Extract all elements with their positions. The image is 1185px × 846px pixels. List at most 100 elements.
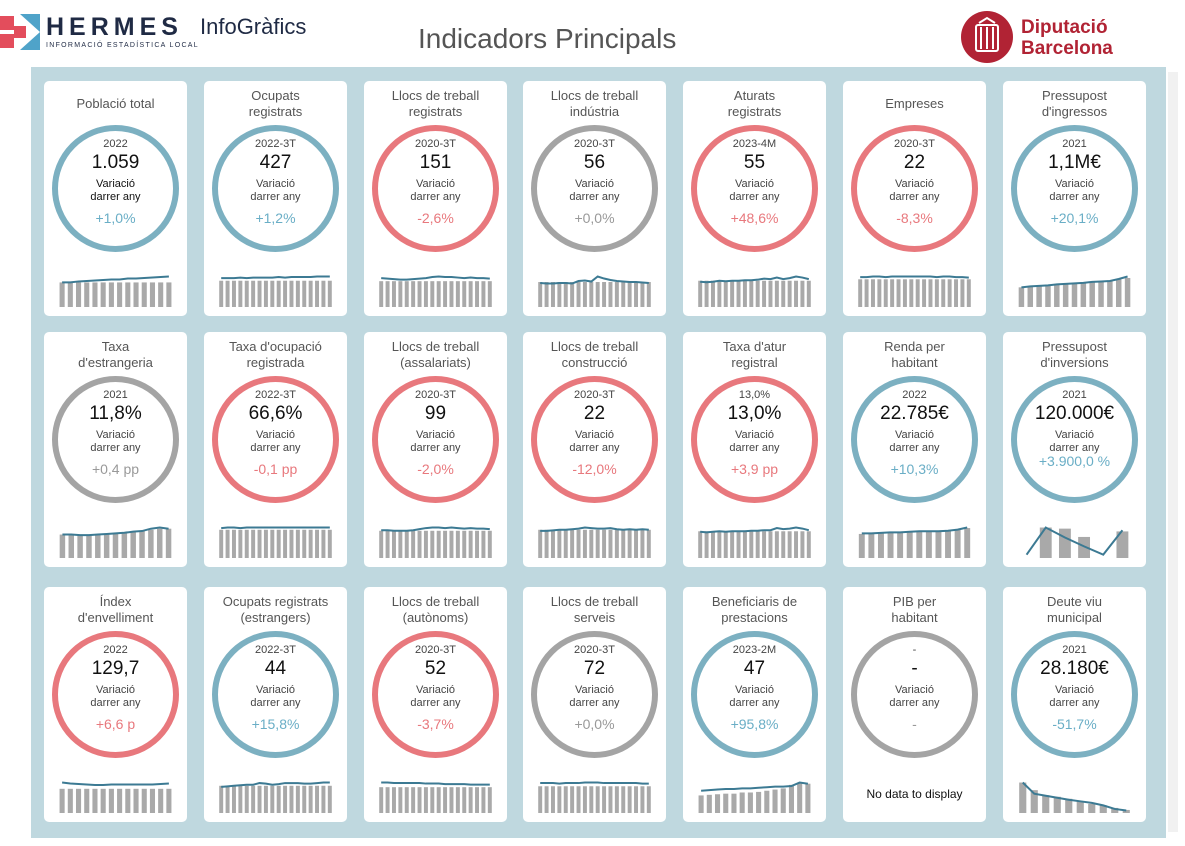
card-value: 1,1M€ [1048,152,1101,173]
card-title: Deute viu municipal [1003,593,1146,627]
header: HERMES INFORMACIÓ ESTADÍSTICA LOCAL Info… [0,0,1185,66]
indicator-card[interactable]: Ocupats registrats (estrangers) 2022-3T … [204,587,347,822]
sparkline-bar [276,280,281,307]
indicator-card[interactable]: Llocs de treball construcció 2020-3T 22 … [523,332,666,567]
sparkline-chart [858,275,971,307]
indicator-card[interactable]: Deute viu municipal 2021 28.180€ Variaci… [1003,587,1146,822]
sparkline-chart [379,275,492,307]
sparkline-bar [595,529,600,558]
indicator-card[interactable]: Índex d'envelliment 2022 129,7 Variació … [44,587,187,822]
sparkline-bar [487,787,492,813]
variation-label-line2: darrer any [1049,697,1100,709]
sparkline-bar [582,529,587,558]
indicator-card[interactable]: Taxa d'estrangeria 2021 11,8% Variació d… [44,332,187,567]
sparkline-bar [417,530,422,558]
sparkline-bar [627,529,632,558]
sparkline-bar [398,530,403,558]
sparkline-bar [550,282,555,307]
sparkline-bar [449,787,454,813]
sparkline-bar [1065,798,1073,813]
sparkline-bar [455,530,460,558]
sparkline-bar [858,279,863,307]
sparkline-bar [906,531,913,558]
sparkline-bar [742,531,747,558]
card-value: 129,7 [91,658,140,679]
card-title-line2: registral [731,355,778,370]
sparkline-bar [768,280,773,307]
sparkline-bar [308,529,313,558]
sparkline-bar [602,786,607,813]
variation-label: Variació darrer any [84,684,147,710]
sparkline-bar [108,282,114,307]
sparkline-bar [67,282,73,307]
sparkline-bar [1071,283,1078,307]
sparkline-bar [244,280,249,307]
sparkline-bar [800,531,805,558]
indicator-card[interactable]: Llocs de treball (assalariats) 2020-3T 9… [364,332,507,567]
card-period: 2020-3T [574,644,615,656]
indicator-card[interactable]: Beneficiaris de prestacions 2023-2M 47 V… [683,587,826,822]
indicator-card[interactable]: PIB per habitant - - Variació darrer any… [843,587,986,822]
sparkline-bar [327,280,332,307]
variation-label-line2: darrer any [569,697,620,709]
sparkline-bar [166,282,172,307]
indicator-card[interactable]: Empreses 2020-3T 22 Variació darrer any … [843,81,986,316]
indicator-ring [691,125,818,252]
card-title-line2: indústria [569,104,620,119]
variation-label-line1: Variació [735,684,774,696]
sparkline-bar [887,532,894,558]
sparkline-bar [263,280,268,307]
sparkline-bar [787,280,792,307]
variation-label-line1: Variació [256,684,295,696]
indicator-card[interactable]: Llocs de treball registrats 2020-3T 151 … [364,81,507,316]
card-period: 2022 [103,138,128,150]
indicator-card[interactable]: Pressupost d'inversions 2021 120.000€ Va… [1003,332,1146,567]
variation-label: Variació darrer any [404,178,467,204]
card-period: 2021 [1062,389,1087,401]
sparkline-bar [805,783,811,813]
sparkline-bar [717,531,722,558]
sparkline-line [701,781,809,792]
indicator-card[interactable]: Taxa d'ocupació registrada 2022-3T 66,6%… [204,332,347,567]
sparkline-line [540,526,649,532]
sparkline-bar [108,788,114,813]
indicator-card[interactable]: Taxa d'atur registral 13,0% 13,0% Variac… [683,332,826,567]
variation-value: -51,7% [1052,716,1097,732]
sparkline-bar [774,531,779,558]
sparkline-bar [1080,282,1087,307]
sparkline-bar [731,793,737,813]
sparkline-bar [455,281,460,307]
sparkline-bar [379,787,384,813]
scrollbar[interactable] [1168,72,1178,832]
sparkline-bar [270,529,275,558]
indicator-card[interactable]: Llocs de treball (autònoms) 2020-3T 52 V… [364,587,507,822]
variation-label-line2: darrer any [410,442,461,454]
sparkline-bar [231,280,236,307]
card-period: 2023-4M [732,138,777,150]
card-title-line1: Llocs de treball [550,339,639,354]
variation-label: Variació darrer any [404,429,467,455]
sparkline-bar [749,531,754,558]
card-title: Pressupost d'inversions [1003,338,1146,372]
variation-label: Variació darrer any [84,178,147,204]
indicator-ring [1011,376,1138,503]
card-title-line2: habitant [891,355,938,370]
indicator-card[interactable]: Població total 2022 1.059 Variació darre… [44,81,187,316]
sparkline-bar [858,533,865,558]
sparkline-bar [117,788,123,813]
indicator-card[interactable]: Llocs de treball serveis 2020-3T 72 Vari… [523,587,666,822]
sparkline-bar [289,529,294,558]
sparkline-bar [263,529,268,558]
org-line2: Barcelona [1021,38,1113,59]
indicator-card[interactable]: Ocupats registrats 2022-3T 427 Variació … [204,81,347,316]
indicator-card[interactable]: Aturats registrats 2023-4M 55 Variació d… [683,81,826,316]
sparkline-bar [156,528,163,558]
card-title-line1: Beneficiaris de [711,594,798,609]
indicator-card[interactable]: Llocs de treball indústria 2020-3T 56 Va… [523,81,666,316]
indicator-card[interactable]: Pressupost d'ingressos 2021 1,1M€ Variac… [1003,81,1146,316]
indicator-card[interactable]: Renda per habitant 2022 22.785€ Variació… [843,332,986,567]
card-title-line1: PIB per [892,594,937,609]
card-title: Llocs de treball (assalariats) [364,338,507,372]
sparkline-line [62,275,169,284]
sparkline-bar [231,529,236,558]
